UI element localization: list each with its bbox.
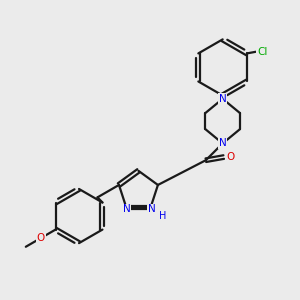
Text: H: H (159, 211, 167, 221)
Text: N: N (148, 205, 156, 214)
Text: O: O (37, 233, 45, 243)
Text: N: N (219, 94, 226, 104)
Text: N: N (219, 138, 226, 148)
Text: O: O (226, 152, 235, 162)
Text: Cl: Cl (257, 47, 268, 57)
Text: N: N (122, 205, 130, 214)
